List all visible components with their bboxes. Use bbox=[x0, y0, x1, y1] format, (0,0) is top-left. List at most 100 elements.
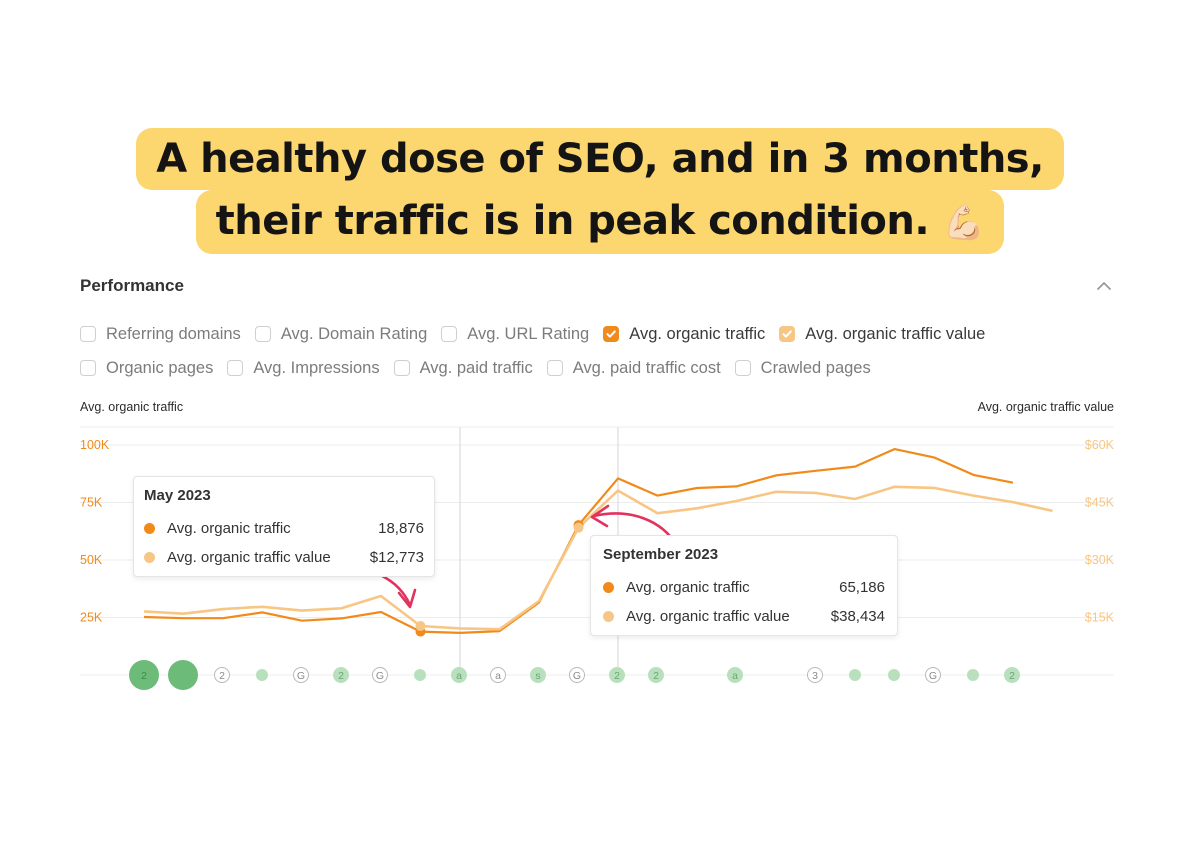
checkbox-checked-icon[interactable] bbox=[603, 326, 620, 342]
annotation-marker bbox=[214, 667, 230, 683]
annotation-marker bbox=[168, 660, 198, 690]
toggle-avg-domain-rating[interactable]: Avg. Domain Rating bbox=[254, 324, 428, 344]
annotation-arrowhead-september bbox=[590, 504, 610, 528]
right-axis-title: Avg. organic traffic value bbox=[977, 400, 1114, 414]
annotation-marker-label: a bbox=[495, 670, 501, 682]
annotation-marker-label: 2 bbox=[653, 670, 659, 682]
traffic-dot-icon bbox=[144, 523, 155, 534]
toggle-label: Avg. organic traffic bbox=[629, 324, 766, 343]
annotation-marker bbox=[451, 667, 467, 683]
left-axis-title: Avg. organic traffic bbox=[80, 400, 184, 414]
annotation-marker bbox=[293, 667, 309, 683]
annotation-marker-label: s bbox=[535, 670, 540, 682]
toggle-crawled-pages[interactable]: Crawled pages bbox=[734, 358, 871, 378]
checkbox-icon[interactable] bbox=[393, 360, 410, 376]
tooltip-row-traffic: Avg. organic traffic 65,186 bbox=[603, 573, 885, 602]
panel-title: Performance bbox=[80, 276, 184, 295]
metric-toggle-row: Organic pages Avg. Impressions Avg. paid t… bbox=[80, 356, 1120, 380]
annotation-marker bbox=[807, 667, 823, 683]
left-tick-label: 25K bbox=[80, 611, 103, 625]
annotation-marker bbox=[530, 667, 546, 683]
toggle-label: Avg. organic traffic value bbox=[805, 324, 986, 343]
headline-line-1: A healthy dose of SEO, and in 3 months, bbox=[136, 128, 1064, 190]
annotation-marker bbox=[569, 667, 585, 683]
toggle-label: Avg. paid traffic cost bbox=[572, 358, 721, 377]
value-dot-icon bbox=[144, 552, 155, 563]
annotation-marker bbox=[1004, 667, 1020, 683]
toggle-avg-organic-traffic-value[interactable]: Avg. organic traffic value bbox=[779, 325, 985, 344]
checkbox-icon[interactable] bbox=[441, 326, 458, 342]
toggle-label: Avg. Domain Rating bbox=[280, 324, 428, 343]
may-value-point bbox=[415, 621, 426, 632]
annotation-marker-label: 2 bbox=[338, 670, 344, 682]
toggle-referring-domains[interactable]: Referring domains bbox=[80, 325, 241, 344]
annotation-marker bbox=[372, 667, 388, 683]
toggle-label: Referring domains bbox=[106, 324, 241, 343]
toggle-avg-url-rating[interactable]: Avg. URL Rating bbox=[441, 325, 589, 344]
annotation-marker bbox=[333, 667, 349, 683]
tooltip-row-value: Avg. organic traffic value $38,434 bbox=[603, 602, 885, 631]
annotation-marker bbox=[414, 669, 426, 681]
series-line-avg-organic-traffic-value bbox=[143, 485, 1053, 631]
checkbox-icon[interactable] bbox=[546, 360, 563, 376]
checkbox-icon[interactable] bbox=[227, 360, 244, 376]
annotation-marker-label: 3 bbox=[812, 670, 818, 682]
annotation-marker-label: 2 bbox=[614, 670, 620, 682]
flexed-biceps-icon: 💪🏻 bbox=[942, 203, 985, 243]
annotation-marker bbox=[967, 669, 979, 681]
toggle-avg-organic-traffic[interactable]: Avg. organic traffic bbox=[603, 325, 765, 344]
checkbox-icon[interactable] bbox=[80, 360, 96, 376]
tooltip-title: September 2023 bbox=[603, 546, 719, 563]
checkbox-icon[interactable] bbox=[80, 326, 96, 342]
annotation-marker bbox=[888, 669, 900, 681]
tooltip-title: May 2023 bbox=[144, 487, 211, 504]
tooltip-row-value: Avg. organic traffic value $12,773 bbox=[144, 543, 424, 572]
metric-toggle-row: Referring domains Avg. Domain Rating Avg. … bbox=[80, 322, 1120, 346]
tooltip-may: May 2023 Avg. organic traffic 18,876 Avg… bbox=[133, 476, 435, 577]
left-tick-label: 50K bbox=[80, 553, 103, 567]
value-dot-icon bbox=[603, 611, 614, 622]
headline-line-2: their traffic is in peak condition. 💪🏻 bbox=[195, 190, 1005, 254]
toggle-label: Avg. URL Rating bbox=[467, 324, 590, 343]
toggle-label: Avg. paid traffic bbox=[419, 358, 533, 377]
september-value-point bbox=[573, 522, 584, 533]
annotation-marker bbox=[925, 667, 941, 683]
right-tick-label: $15K bbox=[1085, 611, 1115, 625]
annotation-marker-label: G bbox=[929, 670, 937, 682]
annotation-marker-label: 2 bbox=[219, 670, 225, 682]
annotation-marker bbox=[256, 669, 268, 681]
toggle-label: Avg. Impressions bbox=[253, 358, 380, 377]
annotation-marker-label: G bbox=[376, 670, 384, 682]
chevron-up-icon[interactable] bbox=[1094, 276, 1114, 296]
left-tick-label: 100K bbox=[80, 438, 110, 452]
checkbox-icon[interactable] bbox=[254, 326, 271, 342]
left-tick-label: 75K bbox=[80, 496, 103, 510]
annotation-marker bbox=[727, 667, 743, 683]
right-tick-label: $60K bbox=[1085, 438, 1115, 452]
annotation-marker bbox=[849, 669, 861, 681]
right-tick-label: $45K bbox=[1085, 496, 1115, 510]
tooltip-september: September 2023 Avg. organic traffic 65,1… bbox=[590, 535, 898, 636]
right-tick-label: $30K bbox=[1085, 553, 1115, 567]
toggle-avg-paid-traffic[interactable]: Avg. paid traffic bbox=[393, 358, 533, 378]
annotation-marker bbox=[129, 660, 159, 690]
annotation-marker-label: G bbox=[573, 670, 581, 682]
headline: A healthy dose of SEO, and in 3 months, … bbox=[0, 128, 1200, 254]
toggle-avg-paid-traffic-cost[interactable]: Avg. paid traffic cost bbox=[546, 358, 721, 378]
annotation-marker-label: a bbox=[456, 670, 462, 682]
annotation-marker-label: G bbox=[297, 670, 305, 682]
checkbox-checked-icon[interactable] bbox=[779, 326, 796, 342]
annotation-marker-label: a bbox=[732, 670, 738, 682]
toggle-organic-pages[interactable]: Organic pages bbox=[80, 359, 213, 378]
traffic-dot-icon bbox=[603, 582, 614, 593]
annotation-marker bbox=[648, 667, 664, 683]
checkbox-icon[interactable] bbox=[734, 360, 751, 376]
toggle-avg-impressions[interactable]: Avg. Impressions bbox=[227, 358, 380, 378]
tooltip-row-traffic: Avg. organic traffic 18,876 bbox=[144, 514, 424, 543]
toggle-label: Crawled pages bbox=[760, 358, 871, 377]
annotation-marker-label: 2 bbox=[141, 670, 147, 682]
annotation-marker bbox=[490, 667, 506, 683]
annotation-arrowhead-may bbox=[397, 588, 417, 609]
annotation-marker bbox=[609, 667, 625, 683]
